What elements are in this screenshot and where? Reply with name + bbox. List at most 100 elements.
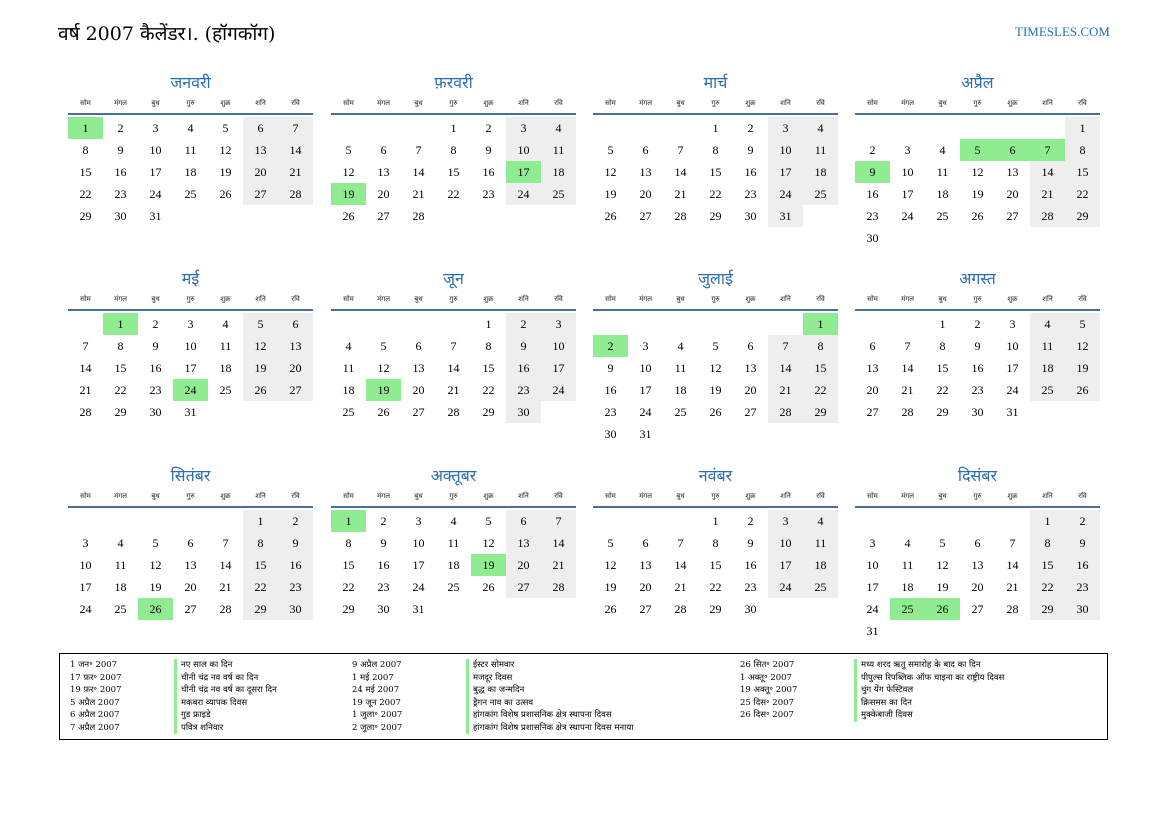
weekend-cell: 22 [1030, 576, 1065, 598]
weekend-cell: 12 [1065, 335, 1100, 357]
day-cell: 30 [971, 405, 984, 419]
day-cell: 10 [79, 558, 92, 572]
day-cell: 29 [342, 602, 355, 616]
day-cell: 25 [342, 405, 355, 419]
day-grid: 1 2 3 4 5 6 7 8 9 10 11 12 13 14 15 16 17 18 19 20 21 22 23 24 2… [593, 510, 838, 620]
empty-cell [890, 510, 925, 532]
weekday-label: बुध [676, 99, 685, 107]
weekday-label: गुरु [449, 492, 458, 500]
weekday-label: शुक्र [483, 492, 494, 500]
weekday-label: बुध [151, 492, 160, 500]
day-cell: 25 [447, 580, 460, 594]
day-cell: 5 [485, 514, 492, 528]
weekend-cell: 2 [278, 510, 313, 532]
day-cell: 5 [607, 143, 614, 157]
day-cell: 27 [1006, 209, 1019, 223]
day-cell: 14 [79, 361, 92, 375]
empty-cell [890, 117, 925, 139]
weekday-label: शुक्र [1007, 99, 1018, 107]
empty-cell [138, 510, 173, 532]
weekend-cell: 11 [803, 532, 838, 554]
day-cell: 3 [82, 536, 89, 550]
weekend-cell: 10 [768, 532, 803, 554]
holiday-cell: 26 [925, 598, 960, 620]
empty-cell [663, 313, 698, 335]
weekday-label: रवि [1078, 295, 1087, 303]
legend-date: 1 अक्तू॰ 2007 [740, 672, 792, 683]
weekend-cell: 16 [278, 554, 313, 576]
empty-cell [173, 510, 208, 532]
day-cell: 17 [1006, 361, 1019, 375]
weekday-header: सोम मंगल बुध गुरु शुक्र शनि रवि [68, 96, 313, 115]
weekday-label: बुध [938, 492, 947, 500]
day-cell: 23 [971, 383, 984, 397]
weekend-cell: 25 [1030, 379, 1065, 401]
weekend-cell: 6 [506, 510, 541, 532]
day-cell: 25 [114, 602, 127, 616]
holiday-cell: 1 [68, 117, 103, 139]
weekday-label: रवि [291, 295, 300, 303]
day-cell: 23 [377, 580, 390, 594]
empty-cell [960, 117, 995, 139]
weekday-label: बुध [414, 99, 423, 107]
day-cell: 26 [971, 209, 984, 223]
legend-holiday-name: पवित्र शनिवार [174, 721, 277, 734]
day-cell: 11 [342, 361, 355, 375]
day-cell: 30 [114, 209, 127, 223]
weekday-label: सोम [867, 99, 878, 107]
weekday-label: शनि [1042, 492, 1053, 500]
weekend-cell: 22 [1065, 183, 1100, 205]
weekday-label: बुध [414, 492, 423, 500]
holiday-cell: 26 [138, 598, 173, 620]
legend-date: 5 अप्रैल 2007 [70, 697, 120, 708]
day-cell: 7 [1009, 536, 1016, 550]
empty-cell [68, 313, 103, 335]
weekday-label: शुक्र [483, 295, 494, 303]
weekday-label: मंगल [901, 492, 914, 500]
weekend-cell: 23 [1065, 576, 1100, 598]
weekday-label: सोम [80, 492, 91, 500]
day-cell: 1 [485, 317, 492, 331]
weekend-cell: 28 [278, 183, 313, 205]
day-cell: 3 [1009, 317, 1016, 331]
empty-cell [855, 510, 890, 532]
day-cell: 9 [152, 339, 159, 353]
day-cell: 18 [901, 580, 914, 594]
day-cell: 17 [79, 580, 92, 594]
day-cell: 23 [114, 187, 127, 201]
day-cell: 18 [184, 165, 197, 179]
day-cell: 9 [607, 361, 614, 375]
weekend-cell: 4 [803, 117, 838, 139]
weekday-label: मंगल [114, 295, 127, 303]
weekend-cell: 7 [768, 335, 803, 357]
legend-date: 1 जुला॰ 2007 [352, 710, 403, 720]
empty-cell [366, 117, 401, 139]
empty-cell [401, 117, 436, 139]
day-cell: 25 [936, 209, 949, 223]
day-cell: 11 [219, 339, 232, 353]
weekend-cell: 8 [803, 335, 838, 357]
weekday-label: रवि [554, 99, 563, 107]
weekday-label: शुक्र [483, 99, 494, 107]
weekend-cell: 8 [243, 532, 278, 554]
weekday-header: सोम मंगल बुध गुरु शुक्र शनि रवि [593, 96, 838, 115]
day-cell: 15 [79, 165, 92, 179]
day-cell: 7 [677, 536, 684, 550]
month-block: अक्तूबर सोम मंगल बुध गुरु शुक्र शनि रवि 1 2 3 4 5 6 7 8… [331, 465, 576, 620]
weekend-cell: 17 [768, 161, 803, 183]
day-cell: 15 [482, 361, 495, 375]
weekday-label: बुध [414, 295, 423, 303]
weekday-label: शनि [518, 99, 529, 107]
empty-cell [768, 313, 803, 335]
weekend-cell: 28 [541, 576, 576, 598]
month-title: अप्रैल [961, 73, 994, 92]
day-cell: 18 [674, 383, 687, 397]
day-cell: 8 [939, 339, 946, 353]
weekday-label: शुक्र [745, 99, 756, 107]
legend-date: 26 सित॰ 2007 [740, 660, 795, 670]
day-cell: 23 [744, 187, 757, 201]
weekend-cell: 25 [803, 576, 838, 598]
weekend-cell: 4 [1030, 313, 1065, 335]
weekday-label: सोम [343, 295, 354, 303]
site-link[interactable]: TIMESLES.COM [1015, 24, 1110, 39]
